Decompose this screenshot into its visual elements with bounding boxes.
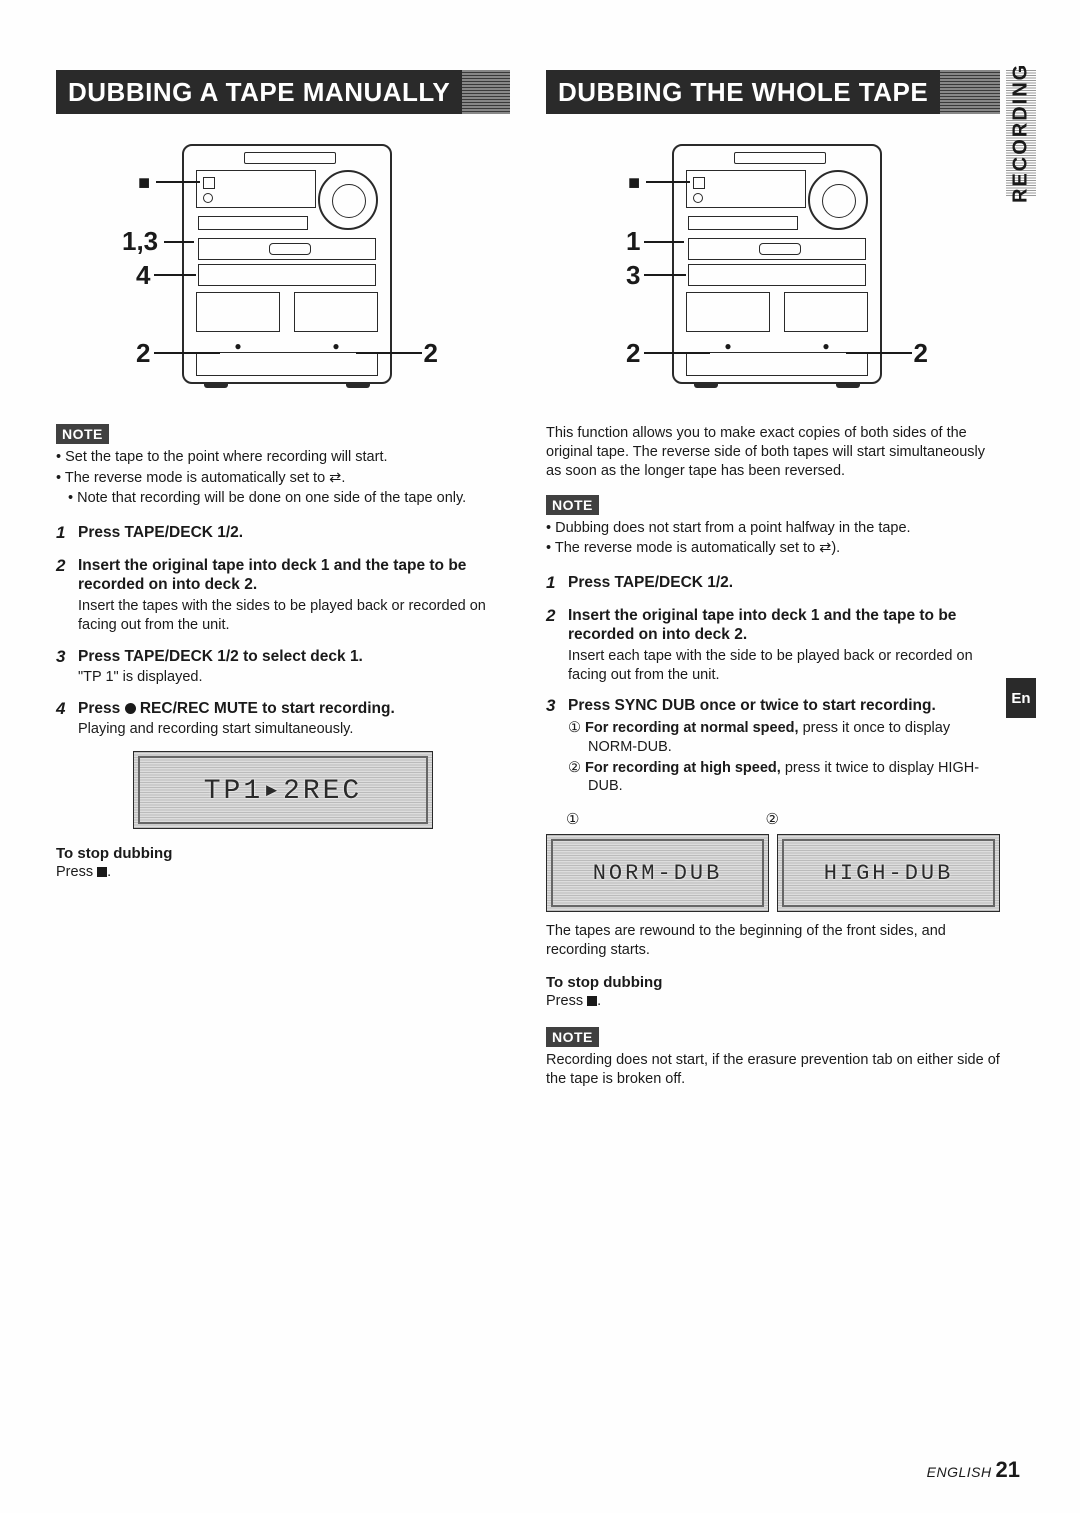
stop-head-right: To stop dubbing <box>546 974 1000 991</box>
heading-left: DUBBING A TAPE MANUALLY <box>56 70 510 114</box>
device-diagram-right: ■ 1 3 2 2 <box>618 144 928 394</box>
rec-icon <box>125 703 136 714</box>
stop-icon-r <box>587 996 597 1006</box>
device-diagram-left: ■ 1,3 4 2 2 <box>128 144 438 394</box>
stop-head-left: To stop dubbing <box>56 845 510 862</box>
after-lcd: The tapes are rewound to the beginning o… <box>546 922 1000 960</box>
note2-body: Recording does not start, if the erasure… <box>546 1051 1000 1089</box>
side-tab: RECORDING <box>1006 70 1036 196</box>
intro-right: This function allows you to make exact c… <box>546 424 1000 481</box>
col-right: DUBBING THE WHOLE TAPE ■ 1 3 2 2 <box>546 70 1036 1102</box>
col-left: DUBBING A TAPE MANUALLY ■ 1,3 4 2 2 <box>56 70 510 1102</box>
steps-left: 1 Press TAPE/DECK 1/2. 2 Insert the orig… <box>56 523 510 739</box>
note-label-r: NOTE <box>546 495 599 515</box>
callout-2r-r: 2 <box>914 338 928 369</box>
stop-icon <box>97 867 107 877</box>
note-label: NOTE <box>56 424 109 444</box>
callout-stop: ■ <box>138 172 150 195</box>
lang-tab: En <box>1006 678 1036 718</box>
callout-stop-r: ■ <box>628 172 640 195</box>
callout-2r: 2 <box>424 338 438 369</box>
callout-2l: 2 <box>136 338 150 369</box>
lcd-labels: ① ② <box>546 810 1000 828</box>
callout-1-3: 1,3 <box>122 226 158 257</box>
lcd-norm: NORM-DUB <box>546 834 769 912</box>
callout-3-r: 3 <box>626 260 640 291</box>
callout-2l-r: 2 <box>626 338 640 369</box>
lcd-left: TP1▸2REC <box>133 751 433 829</box>
lcd-high: HIGH-DUB <box>777 834 1000 912</box>
callout-4: 4 <box>136 260 150 291</box>
callout-1-r: 1 <box>626 226 640 257</box>
page-footer: ENGLISH 21 <box>927 1457 1020 1483</box>
note-list-right: Dubbing does not start from a point half… <box>546 519 1000 559</box>
steps-right: 1 Press TAPE/DECK 1/2. 2 Insert the orig… <box>546 573 1000 799</box>
heading-right: DUBBING THE WHOLE TAPE <box>546 70 1000 114</box>
note2-label: NOTE <box>546 1027 599 1047</box>
note-list-left: Set the tape to the point where recordin… <box>56 448 510 509</box>
